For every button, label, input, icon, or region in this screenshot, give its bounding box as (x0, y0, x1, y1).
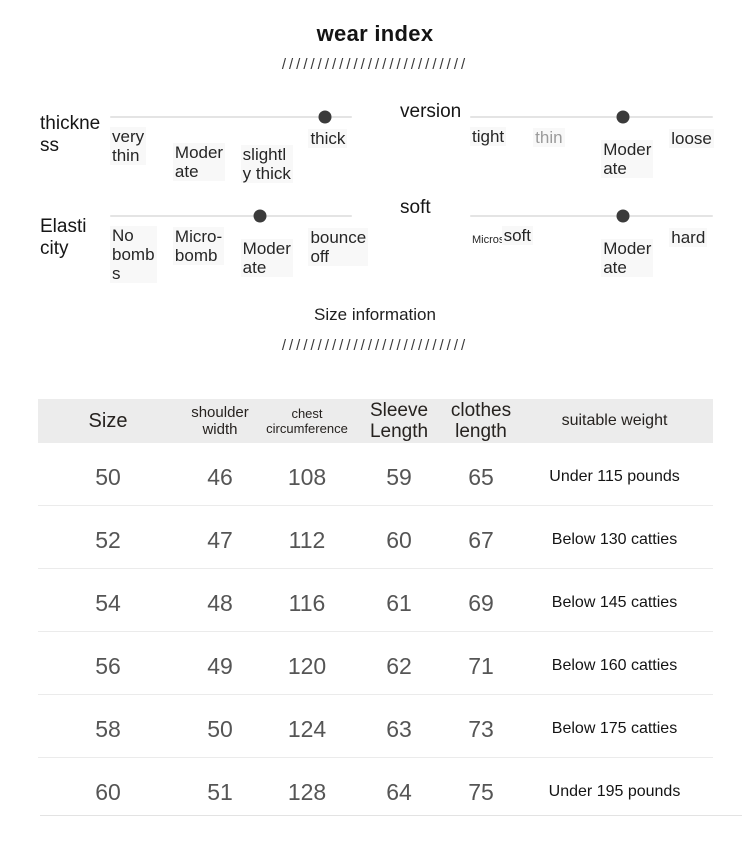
header-cell-shoulder-width: shoulder width (191, 404, 249, 438)
header-cell-clothes-length: clothes length (450, 400, 512, 442)
slider-dot (253, 209, 267, 223)
slider-label: thick (308, 129, 348, 148)
size-table-header: Size shoulder width chest circumference … (38, 399, 713, 443)
cell-sleeve-length: 60 (386, 526, 412, 553)
cell-sleeve-length: 62 (386, 652, 412, 679)
size-table-row: 60 51 128 64 75 Under 195 pounds (38, 758, 713, 820)
size-table-row: 50 46 108 59 65 Under 115 pounds (38, 443, 713, 506)
cell-suitable-weight: Below 175 catties (551, 720, 678, 737)
cell-chest-circumference: 108 (287, 463, 327, 490)
slider-label: Moder ate (240, 239, 293, 277)
slider-dot (318, 110, 332, 124)
cell-shoulder-width: 50 (207, 715, 233, 742)
slider-label: No bomb s (110, 226, 157, 283)
slider-version: version tight thin Moder ate loose (400, 96, 714, 192)
cell-sleeve-length: 63 (386, 715, 412, 742)
slider-track (110, 110, 352, 124)
slider-label: tight (470, 127, 507, 146)
slider-track (110, 209, 352, 223)
slider-dot (616, 110, 630, 124)
slider-track (470, 209, 713, 223)
cell-suitable-weight: Below 145 catties (551, 594, 678, 611)
cell-size: 50 (95, 463, 121, 490)
cell-sleeve-length: 61 (386, 589, 412, 616)
slider-version-title: version (400, 101, 462, 122)
cell-clothes-length: 69 (468, 589, 494, 616)
slider-softness-labels: Microsoft soft Moder ate hard (470, 215, 713, 285)
slider-track (470, 110, 713, 124)
cell-clothes-length: 67 (468, 526, 494, 553)
cell-clothes-length: 75 (468, 778, 494, 805)
cell-shoulder-width: 47 (207, 526, 233, 553)
cell-size: 60 (95, 778, 121, 805)
size-table-row: 52 47 112 60 67 Below 130 catties (38, 506, 713, 569)
cell-size: 52 (95, 526, 121, 553)
size-table-row: 54 48 116 61 69 Below 145 catties (38, 569, 713, 632)
cell-shoulder-width: 48 (207, 589, 233, 616)
slider-label: very thin (110, 127, 147, 165)
slider-softness: soft Microsoft soft Moder ate hard (400, 195, 713, 295)
size-table-row: 58 50 124 63 73 Below 175 catties (38, 695, 713, 758)
slider-label: loose (669, 129, 714, 148)
slider-label: thin (533, 128, 565, 147)
size-table-row: 56 49 120 62 71 Below 160 catties (38, 632, 713, 695)
slider-thickness-labels: very thin Moder ate slightl y thick thic… (110, 116, 352, 186)
slider-label: Moder ate (601, 239, 654, 277)
cell-clothes-length: 71 (468, 652, 494, 679)
cell-shoulder-width: 51 (207, 778, 233, 805)
section-bottom-divider (40, 815, 742, 816)
size-information-title: Size information (314, 305, 436, 324)
slider-thickness: thickne ss very thin Moder ate slightl y… (40, 96, 352, 192)
header-cell-size: Size (88, 409, 128, 432)
slider-label: hard (669, 228, 708, 247)
cell-chest-circumference: 112 (288, 526, 326, 553)
cell-clothes-length: 65 (468, 463, 494, 490)
cell-suitable-weight: Under 115 pounds (549, 468, 680, 485)
header-cell-suitable-weight: suitable weight (561, 412, 668, 429)
header-cell-chest-circumference: chest circumference (266, 406, 348, 436)
size-information-divider-slashes: ////////////////////////// (281, 337, 469, 354)
cell-shoulder-width: 46 (207, 463, 233, 490)
size-table: Size shoulder width chest circumference … (38, 399, 713, 820)
cell-suitable-weight: Below 160 catties (551, 657, 678, 674)
slider-dot (616, 209, 630, 223)
cell-chest-circumference: 128 (287, 778, 327, 805)
slider-elasticity-labels: No bomb s Micro- bomb Moder ate bounce o… (110, 215, 369, 285)
cell-chest-circumference: 116 (288, 589, 326, 616)
cell-sleeve-length: 59 (386, 463, 412, 490)
wear-index-divider-slashes: ////////////////////////// (281, 56, 469, 73)
slider-softness-title: soft (400, 197, 431, 218)
wear-index-title: wear index (316, 21, 434, 46)
cell-suitable-weight: Below 130 catties (551, 531, 678, 548)
cell-size: 54 (95, 589, 121, 616)
slider-version-labels: tight thin Moder ate loose (470, 116, 714, 186)
cell-size: 56 (95, 652, 121, 679)
slider-thickness-title: thickne ss (40, 113, 101, 156)
cell-sleeve-length: 64 (386, 778, 412, 805)
header-cell-sleeve-length: Sleeve Length (369, 400, 429, 442)
slider-label: soft (501, 226, 533, 245)
cell-chest-circumference: 124 (287, 715, 327, 742)
slider-label: Moder ate (172, 143, 226, 181)
cell-chest-circumference: 120 (287, 652, 327, 679)
slider-label: bounce off (308, 228, 369, 266)
slider-elasticity-title: Elasti city (40, 216, 87, 259)
cell-clothes-length: 73 (468, 715, 494, 742)
slider-label: Micro- bomb (172, 227, 225, 265)
slider-label: slightl y thick (240, 145, 293, 183)
slider-elasticity: Elasti city No bomb s Micro- bomb Moder … (40, 195, 369, 295)
cell-suitable-weight: Under 195 pounds (548, 783, 681, 800)
cell-shoulder-width: 49 (207, 652, 233, 679)
slider-label: Moder ate (601, 140, 654, 178)
cell-size: 58 (95, 715, 121, 742)
